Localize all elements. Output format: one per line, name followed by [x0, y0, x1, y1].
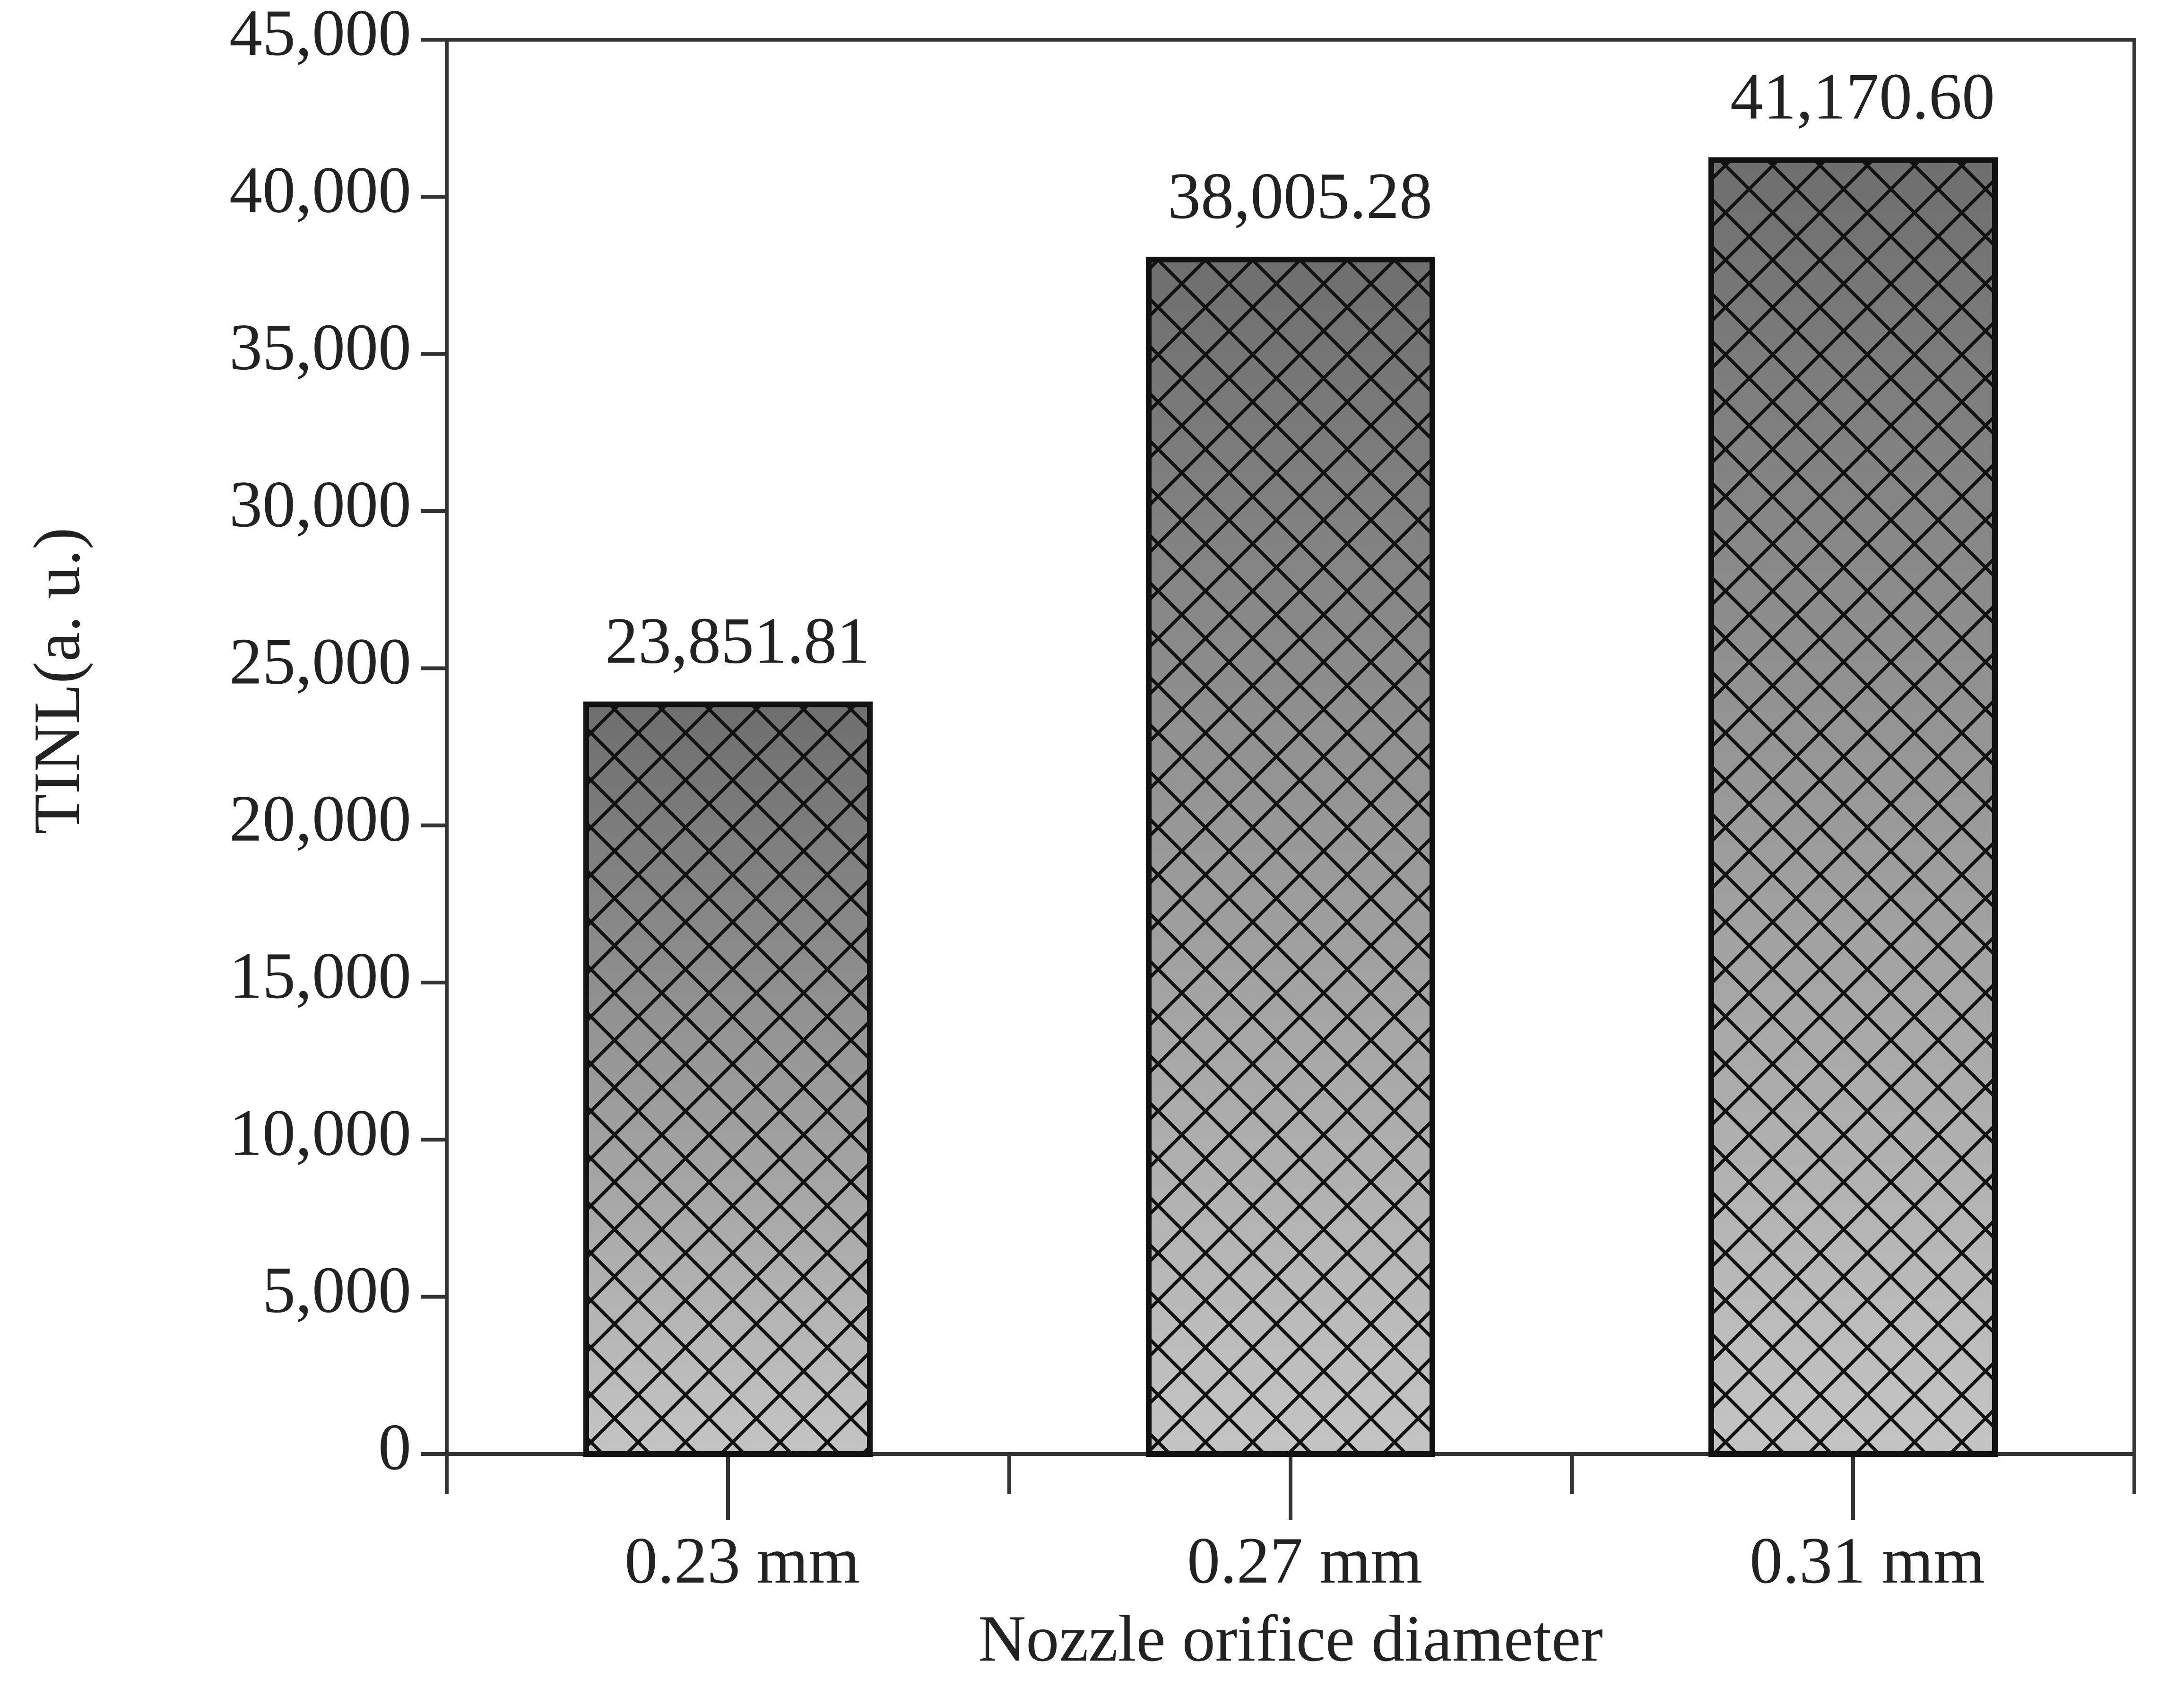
value-label: 23,851.81 [605, 604, 870, 678]
y-tick-label: 15,000 [229, 939, 411, 1012]
y-axis-title: TINL(a. u.) [20, 527, 94, 834]
y-tick-label: 20,000 [229, 782, 411, 855]
y-tick-label: 5,000 [262, 1253, 411, 1327]
x-tick-label: 0.27 mm [1187, 1524, 1422, 1597]
y-tick-label: 10,000 [229, 1096, 411, 1169]
bar-hatch [1146, 256, 1435, 1457]
value-label: 41,170.60 [1730, 60, 1995, 133]
y-tick-label: 45,000 [229, 0, 411, 70]
bar-hatch [583, 701, 873, 1457]
y-tick-label: 25,000 [229, 625, 411, 698]
y-tick-label: 30,000 [229, 468, 411, 541]
x-tick-label: 0.23 mm [624, 1524, 860, 1597]
y-tick-label: 0 [378, 1410, 411, 1484]
value-label: 38,005.28 [1168, 159, 1432, 233]
y-tick-label: 35,000 [229, 311, 411, 384]
x-tick-label: 0.31 mm [1750, 1524, 1985, 1597]
x-axis-title: Nozzle orifice diameter [978, 1602, 1603, 1675]
y-tick-label: 40,000 [229, 153, 411, 226]
bar-hatch [1708, 157, 1998, 1457]
